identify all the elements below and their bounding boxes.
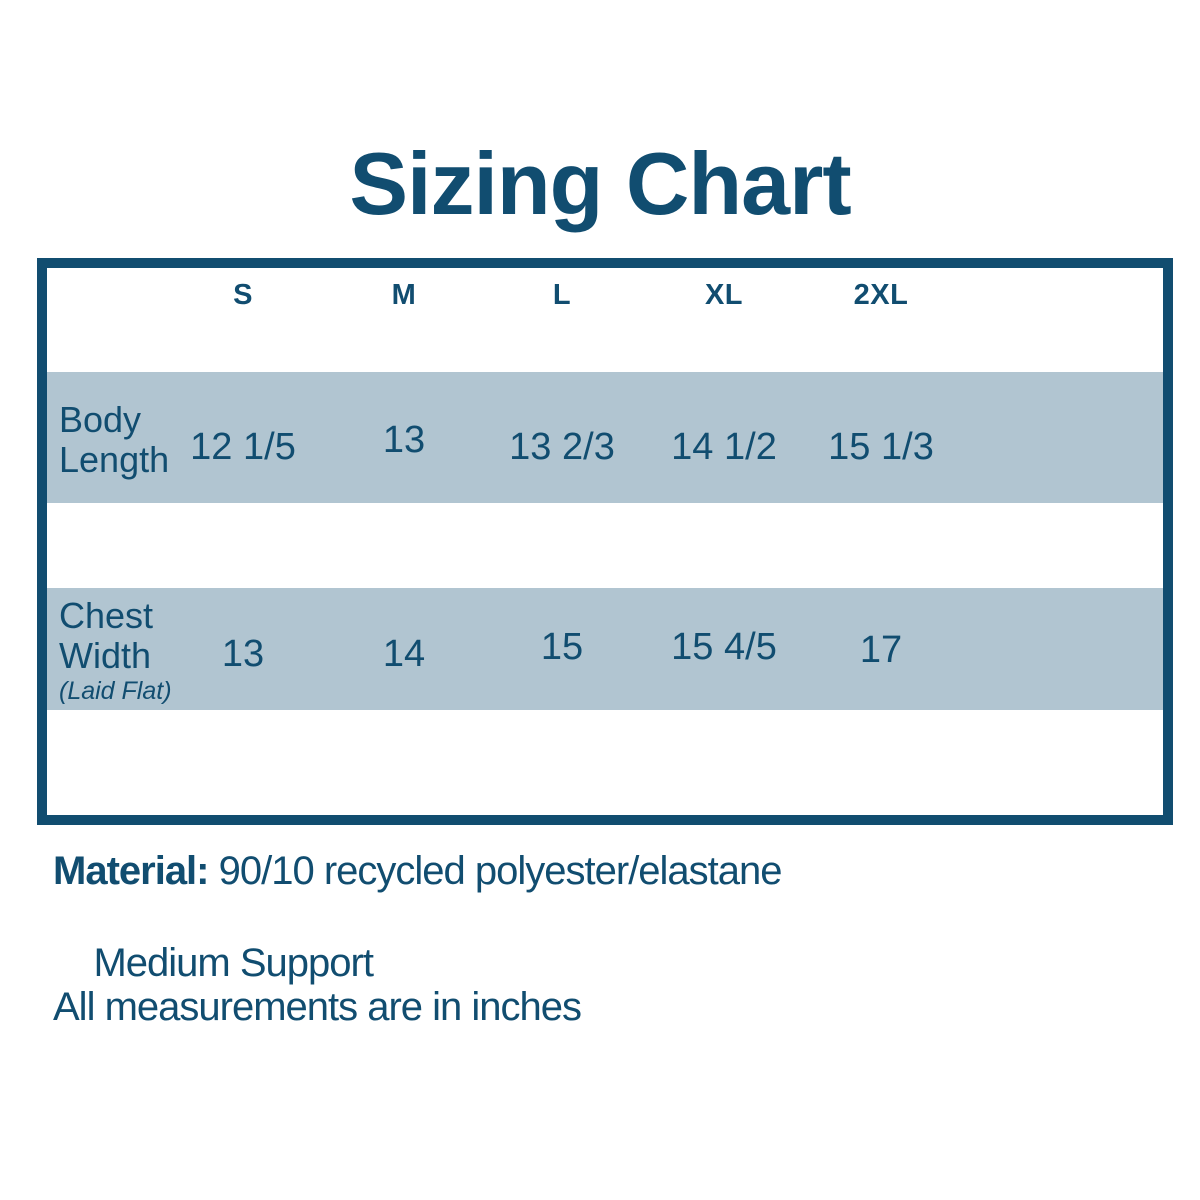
row-label-line: Width <box>59 635 152 676</box>
chest-width-value-2xl: 17 <box>859 629 903 671</box>
chest-width-value-l: 15 <box>540 626 584 668</box>
material-label: Material: <box>53 849 209 893</box>
table-row-chest-width: Chest Width (Laid Flat) 13 14 15 15 4/5 … <box>47 588 1163 710</box>
chest-width-value-xl: 15 4/5 <box>671 626 777 668</box>
table-row-body-length: Body Length 12 1/5 13 13 2/3 14 1/2 15 1… <box>47 372 1163 503</box>
support-text: Medium Support <box>93 941 373 985</box>
size-header-l: L <box>552 279 572 311</box>
material-value: 90/10 recycled polyester/elastane <box>208 849 783 893</box>
body-length-value-2xl: 15 1/3 <box>828 426 934 468</box>
size-header-xl: XL <box>704 279 744 311</box>
page-title: Sizing Chart <box>349 134 851 233</box>
row-label-body-length: Body Length <box>59 400 169 480</box>
row-label-line: Length <box>59 439 170 480</box>
body-length-value-m: 13 <box>382 419 426 461</box>
body-length-value-xl: 14 1/2 <box>671 426 777 468</box>
chest-width-value-s: 13 <box>221 633 265 675</box>
sizing-table: S M L XL 2XL Body Length 12 1/5 13 13 2/… <box>37 258 1173 825</box>
row-label-note: (Laid Flat) <box>59 677 172 705</box>
size-header-m: M <box>391 279 417 311</box>
units-note: All measurements are in inches <box>53 985 582 1029</box>
row-label-line: Chest <box>59 595 154 636</box>
chest-width-value-m: 14 <box>382 633 426 675</box>
row-label-chest-width: Chest Width (Laid Flat) <box>59 596 172 706</box>
size-header-s: S <box>233 279 253 311</box>
size-header-2xl: 2XL <box>853 279 909 311</box>
body-length-value-l: 13 2/3 <box>509 426 615 468</box>
body-length-value-s: 12 1/5 <box>190 426 296 468</box>
row-label-line: Body <box>59 399 142 440</box>
material-info: Material: 90/10 recycled polyester/elast… <box>53 848 783 1032</box>
